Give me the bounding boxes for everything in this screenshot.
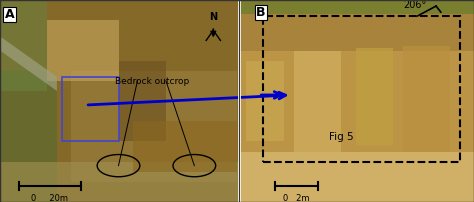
Text: 0   2m: 0 2m [283, 194, 310, 202]
Text: 206°: 206° [403, 0, 427, 10]
Bar [0, 0, 239, 202]
Bar [62, 77, 118, 141]
Text: Bedrock outcrop: Bedrock outcrop [115, 77, 189, 86]
Bar [0, 0, 239, 202]
Bar [0, 162, 239, 202]
Bar [47, 20, 118, 81]
Bar [133, 121, 237, 172]
Bar [239, 14, 474, 50]
Text: 0     20m: 0 20m [31, 194, 68, 202]
Bar [118, 61, 166, 141]
Bar [239, 0, 474, 202]
Polygon shape [0, 36, 57, 91]
Bar [239, 152, 474, 202]
Bar [356, 48, 393, 145]
Bar [263, 16, 460, 162]
Text: A: A [5, 8, 14, 21]
Bar [294, 50, 341, 152]
Text: B: B [256, 6, 265, 19]
Bar [0, 71, 57, 202]
Bar [403, 46, 450, 152]
Bar [239, 50, 474, 152]
Bar [246, 61, 284, 141]
Bar [239, 0, 474, 14]
Bar [71, 71, 237, 182]
Bar [0, 0, 47, 91]
Text: N: N [209, 12, 218, 22]
Text: Fig 5: Fig 5 [329, 132, 354, 142]
